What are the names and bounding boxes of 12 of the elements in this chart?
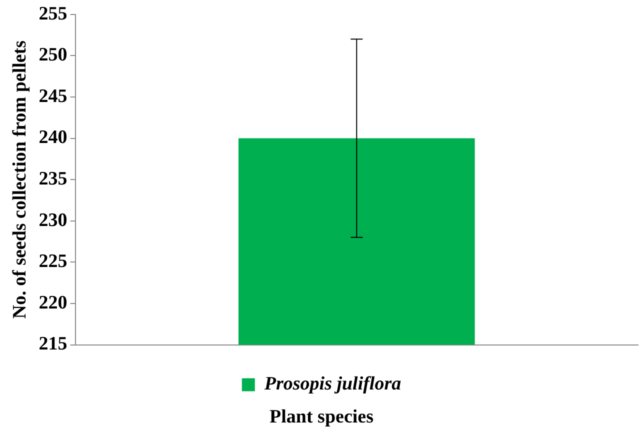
y-tick-label: 230 [38, 210, 68, 231]
y-tick-label: 235 [38, 168, 68, 190]
legend-label: Prosopis juliflora [263, 374, 402, 395]
y-tick-label: 215 [38, 334, 68, 355]
y-tick-label: 255 [38, 3, 68, 24]
y-tick-label: 240 [38, 127, 68, 148]
y-tick-label: 225 [38, 251, 68, 272]
y-tick-label: 245 [38, 86, 68, 107]
y-axis-title: No. of seeds collection from pellets [9, 40, 30, 319]
x-axis-title: Plant species [270, 406, 374, 428]
y-tick-label: 220 [38, 292, 68, 314]
y-tick-label: 250 [38, 44, 68, 66]
